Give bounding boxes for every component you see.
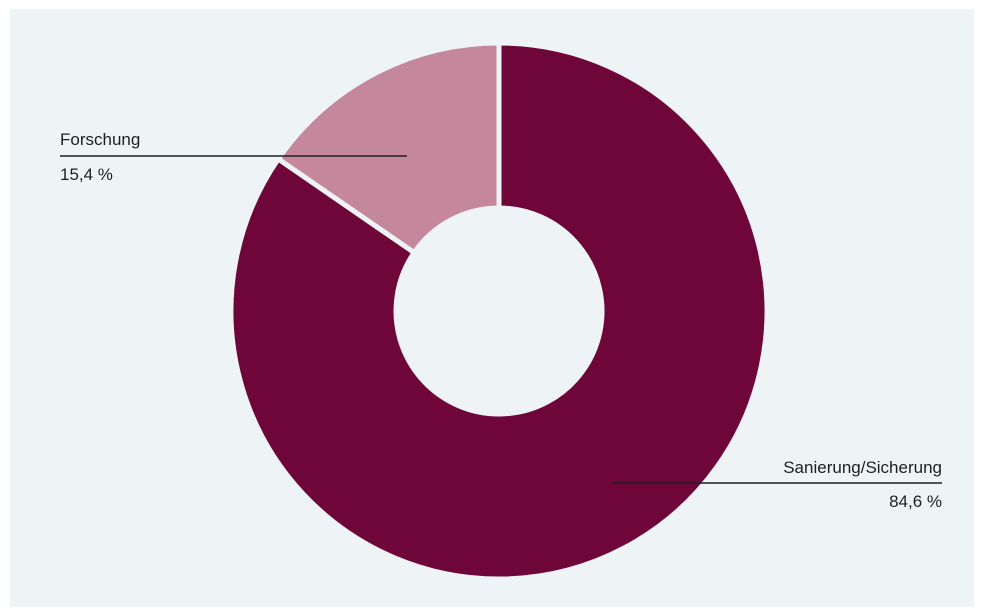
slice-label-forschung: Forschung <box>60 130 140 149</box>
slice-value-forschung: 15,4 % <box>60 165 113 184</box>
slice-sanierung-sicherung <box>228 40 770 582</box>
slices-group <box>228 40 770 582</box>
slice-label-sanierung: Sanierung/Sicherung <box>783 458 942 477</box>
slice-value-sanierung: 84,6 % <box>889 492 942 511</box>
slice-forschung <box>274 40 502 257</box>
